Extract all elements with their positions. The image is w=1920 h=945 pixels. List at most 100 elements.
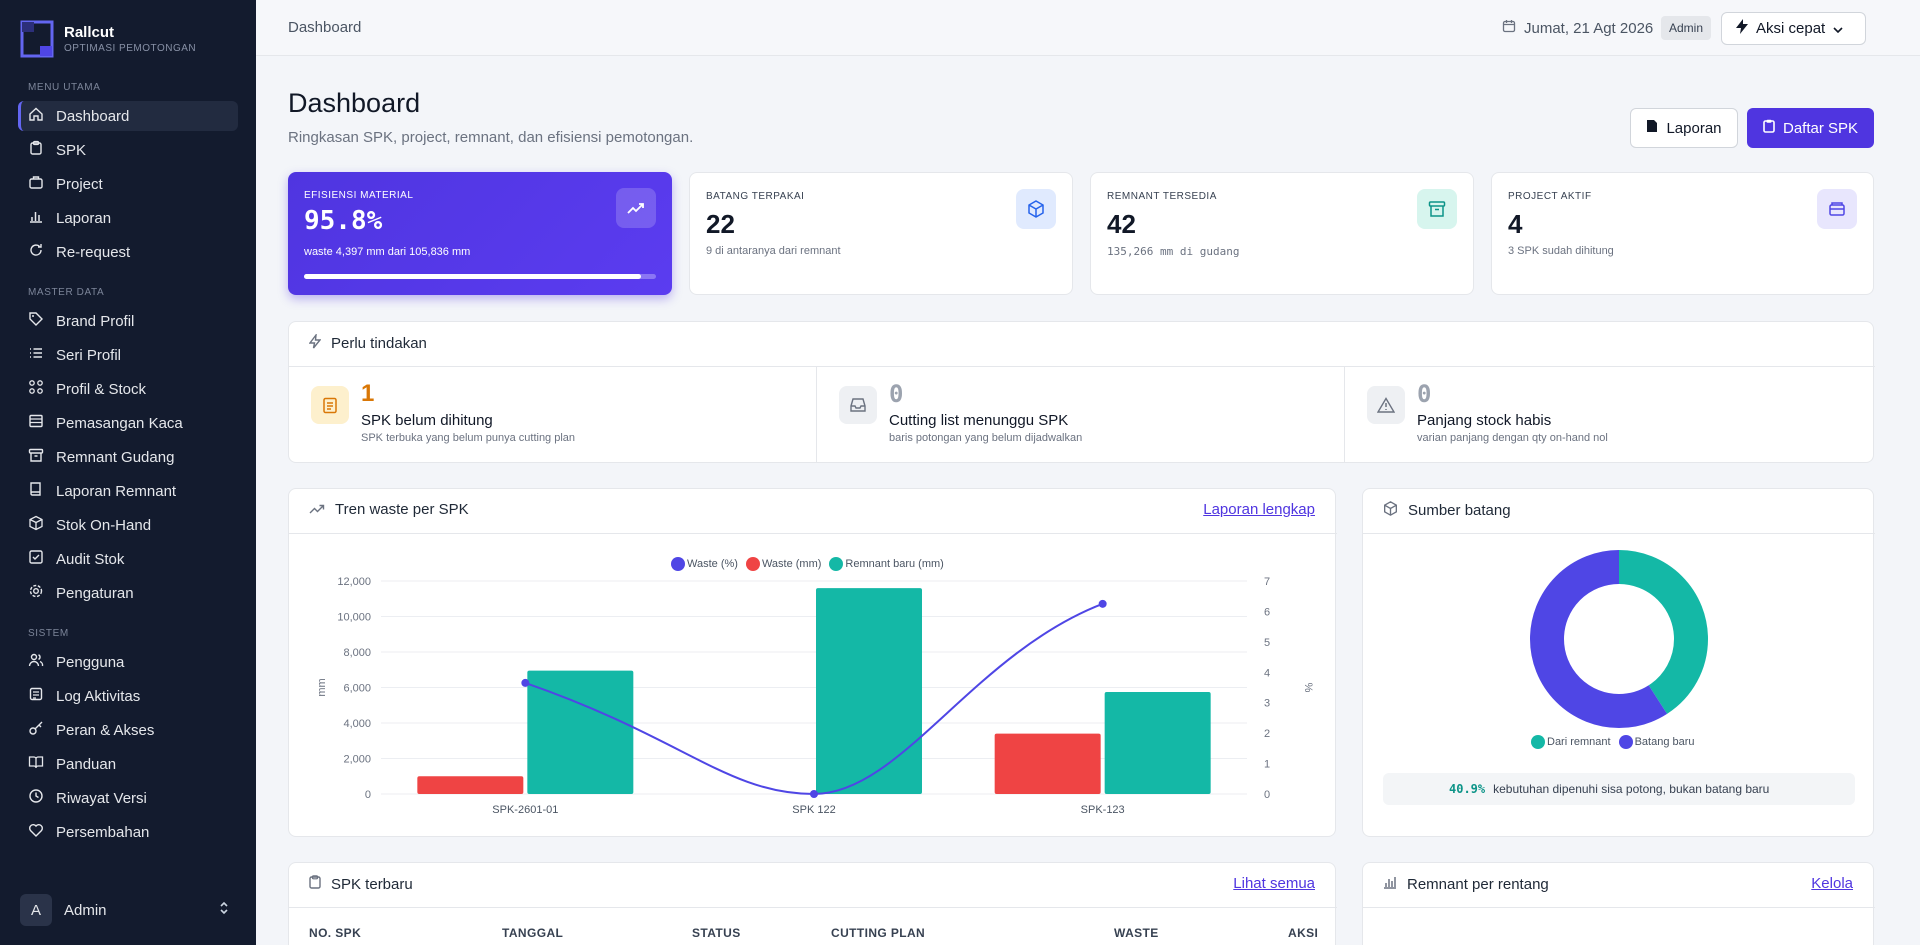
column-header[interactable]: TANGGAL (502, 926, 564, 940)
sidebar-item-panduan[interactable]: Panduan (18, 749, 238, 779)
breadcrumb[interactable]: Dashboard (288, 19, 362, 36)
sidebar-item-pengaturan[interactable]: Pengaturan (18, 578, 238, 608)
action-spk-uncomputed[interactable]: 1 SPK belum dihitung SPK terbuka yang be… (289, 366, 816, 461)
y-tick-label: 6,000 (343, 683, 371, 695)
kpi-sub: 3 SPK sudah dihitung (1508, 245, 1614, 257)
legend-item-new-bar[interactable]: Batang baru (1618, 735, 1695, 749)
sidebar-item-project[interactable]: Project (18, 169, 238, 199)
legend-item-remnant-mm[interactable]: Remnant baru (mm) (829, 557, 944, 571)
remnant-range-title-text: Remnant per rentang (1407, 875, 1549, 893)
sidebar-item-label: Re-request (56, 243, 131, 261)
legend-item-waste-pct[interactable]: Waste (%) (671, 557, 738, 571)
bar-remnant-baru-mm- (1104, 691, 1211, 794)
sidebar-item-label: Dashboard (56, 107, 130, 125)
column-header[interactable]: NO. SPK (309, 926, 362, 940)
y-tick-label: 0 (365, 789, 371, 801)
user-menu[interactable]: A Admin (20, 893, 230, 927)
trend-panel: Tren waste per SPK Laporan lengkap Waste… (288, 488, 1337, 837)
file-icon (1646, 119, 1658, 137)
legend-item-from-remnant[interactable]: Dari remnant (1531, 735, 1611, 749)
y2-axis-label: % (1302, 683, 1314, 693)
log-icon (28, 686, 44, 706)
y2-tick-label: 1 (1264, 759, 1270, 771)
sidebar-item-label: Pengaturan (56, 584, 134, 602)
kpi-value: 22 (706, 209, 735, 239)
logo-icon (20, 20, 54, 58)
bolt-icon (308, 332, 322, 353)
spk-recent-title: SPK terbaru (309, 875, 413, 893)
sidebar-item-stok-on-hand[interactable]: Stok On-Hand (18, 510, 238, 540)
source-note: kebutuhan dipenuhi sisa potong, bukan ba… (1493, 782, 1770, 796)
action-title: SPK belum dihitung (361, 412, 493, 429)
sidebar-item-log-aktivitas[interactable]: Log Aktivitas (18, 681, 238, 711)
action-count: 0 (1417, 380, 1432, 408)
heart-icon (28, 822, 44, 842)
sidebar-item-spk[interactable]: SPK (18, 135, 238, 165)
sidebar-item-pengguna[interactable]: Pengguna (18, 647, 238, 677)
source-donut-chart (1530, 550, 1708, 728)
see-all-link[interactable]: Lihat semua (1233, 875, 1315, 892)
kpi-remnant-card: REMNANT TERSEDIA 42 135,266 mm di gudang (1090, 172, 1474, 295)
divider (1363, 533, 1875, 534)
y2-tick-label: 0 (1264, 789, 1270, 801)
waste-pct-point (521, 678, 530, 687)
brand-name: Rallcut (64, 24, 115, 41)
sidebar-item-profil-stock[interactable]: Profil & Stock (18, 374, 238, 404)
kpi-sub: 9 di antaranya dari remnant (706, 245, 841, 257)
users-icon (28, 652, 44, 672)
window-icon (28, 413, 44, 433)
sidebar-item-remnant-gudang[interactable]: Remnant Gudang (18, 442, 238, 472)
sidebar-item-label: Laporan Remnant (56, 482, 177, 500)
legend-item-waste-mm[interactable]: Waste (mm) (745, 557, 821, 571)
quick-action-button[interactable]: Aksi cepat (1721, 12, 1866, 45)
kpi-sub: waste 4,397 mm dari 105,836 mm (304, 246, 471, 258)
legend-swatch (671, 557, 685, 571)
action-stock-empty[interactable]: 0 Panjang stock habis varian panjang den… (1345, 366, 1875, 461)
sidebar-item-label: Brand Profil (56, 312, 135, 330)
divider (289, 907, 1337, 908)
sidebar-item-re-request[interactable]: Re-request (18, 237, 238, 267)
kpi-sub: 135,266 mm di gudang (1107, 245, 1240, 258)
action-panel: Perlu tindakan 1 SPK belum dihitung SPK … (288, 321, 1875, 463)
brand[interactable]: Rallcut OPTIMASI PEMOTONGAN (20, 20, 196, 58)
y-axis-label: mm (316, 678, 328, 696)
trend-chart: 0 2,000 4,000 6,000 8,000 10,000 12,000 0 1 2 3 4 5 6… (316, 576, 1314, 816)
full-report-link[interactable]: Laporan lengkap (1203, 501, 1315, 518)
sidebar-item-dashboard[interactable]: Dashboard (18, 101, 238, 131)
spk-list-button-label: Daftar SPK (1782, 119, 1859, 137)
report-button[interactable]: Laporan (1630, 108, 1738, 148)
remnant-range-panel: Remnant per rentang Kelola (1362, 862, 1875, 945)
sidebar-item-seri-profil[interactable]: Seri Profil (18, 340, 238, 370)
column-header[interactable]: WASTE (1114, 926, 1159, 940)
kpi-value: 4 (1508, 209, 1523, 239)
sidebar-item-peran-akses[interactable]: Peran & Akses (18, 715, 238, 745)
y-tick-label: 12,000 (337, 576, 371, 588)
archive-icon (28, 447, 44, 467)
efficiency-progress-bar (304, 274, 656, 279)
briefcase-icon (28, 174, 44, 194)
kpi-label: EFISIENSI MATERIAL (304, 190, 414, 201)
sidebar-item-pemasangan-kaca[interactable]: Pemasangan Kaca (18, 408, 238, 438)
action-desc: SPK terbuka yang belum punya cutting pla… (361, 432, 576, 444)
sidebar-item-laporan[interactable]: Laporan (18, 203, 238, 233)
action-count: 0 (889, 380, 904, 408)
action-cutting-list[interactable]: 0 Cutting list menunggu SPK baris potong… (817, 366, 1344, 461)
sidebar-item-label: Audit Stok (56, 550, 125, 568)
section-main: MENU UTAMA (28, 82, 101, 93)
quick-action-label: Aksi cepat (1756, 20, 1826, 37)
sidebar-item-riwayat-versi[interactable]: Riwayat Versi (18, 783, 238, 813)
sidebar-item-brand-profil[interactable]: Brand Profil (18, 306, 238, 336)
sidebar-item-laporan-remnant[interactable]: Laporan Remnant (18, 476, 238, 506)
divider (816, 366, 817, 463)
sidebar-item-persembahan[interactable]: Persembahan (18, 817, 238, 847)
waste-pct-point (810, 790, 818, 798)
book-open-icon (28, 754, 44, 774)
trend-up-icon (616, 188, 656, 228)
spk-list-button[interactable]: Daftar SPK (1747, 108, 1874, 148)
manage-link[interactable]: Kelola (1811, 875, 1853, 892)
column-header[interactable]: STATUS (692, 926, 741, 940)
column-header[interactable]: AKSI (1288, 926, 1319, 940)
column-header[interactable]: CUTTING PLAN (831, 926, 926, 940)
sidebar-item-audit-stok[interactable]: Audit Stok (18, 544, 238, 574)
clock-icon (28, 788, 44, 808)
